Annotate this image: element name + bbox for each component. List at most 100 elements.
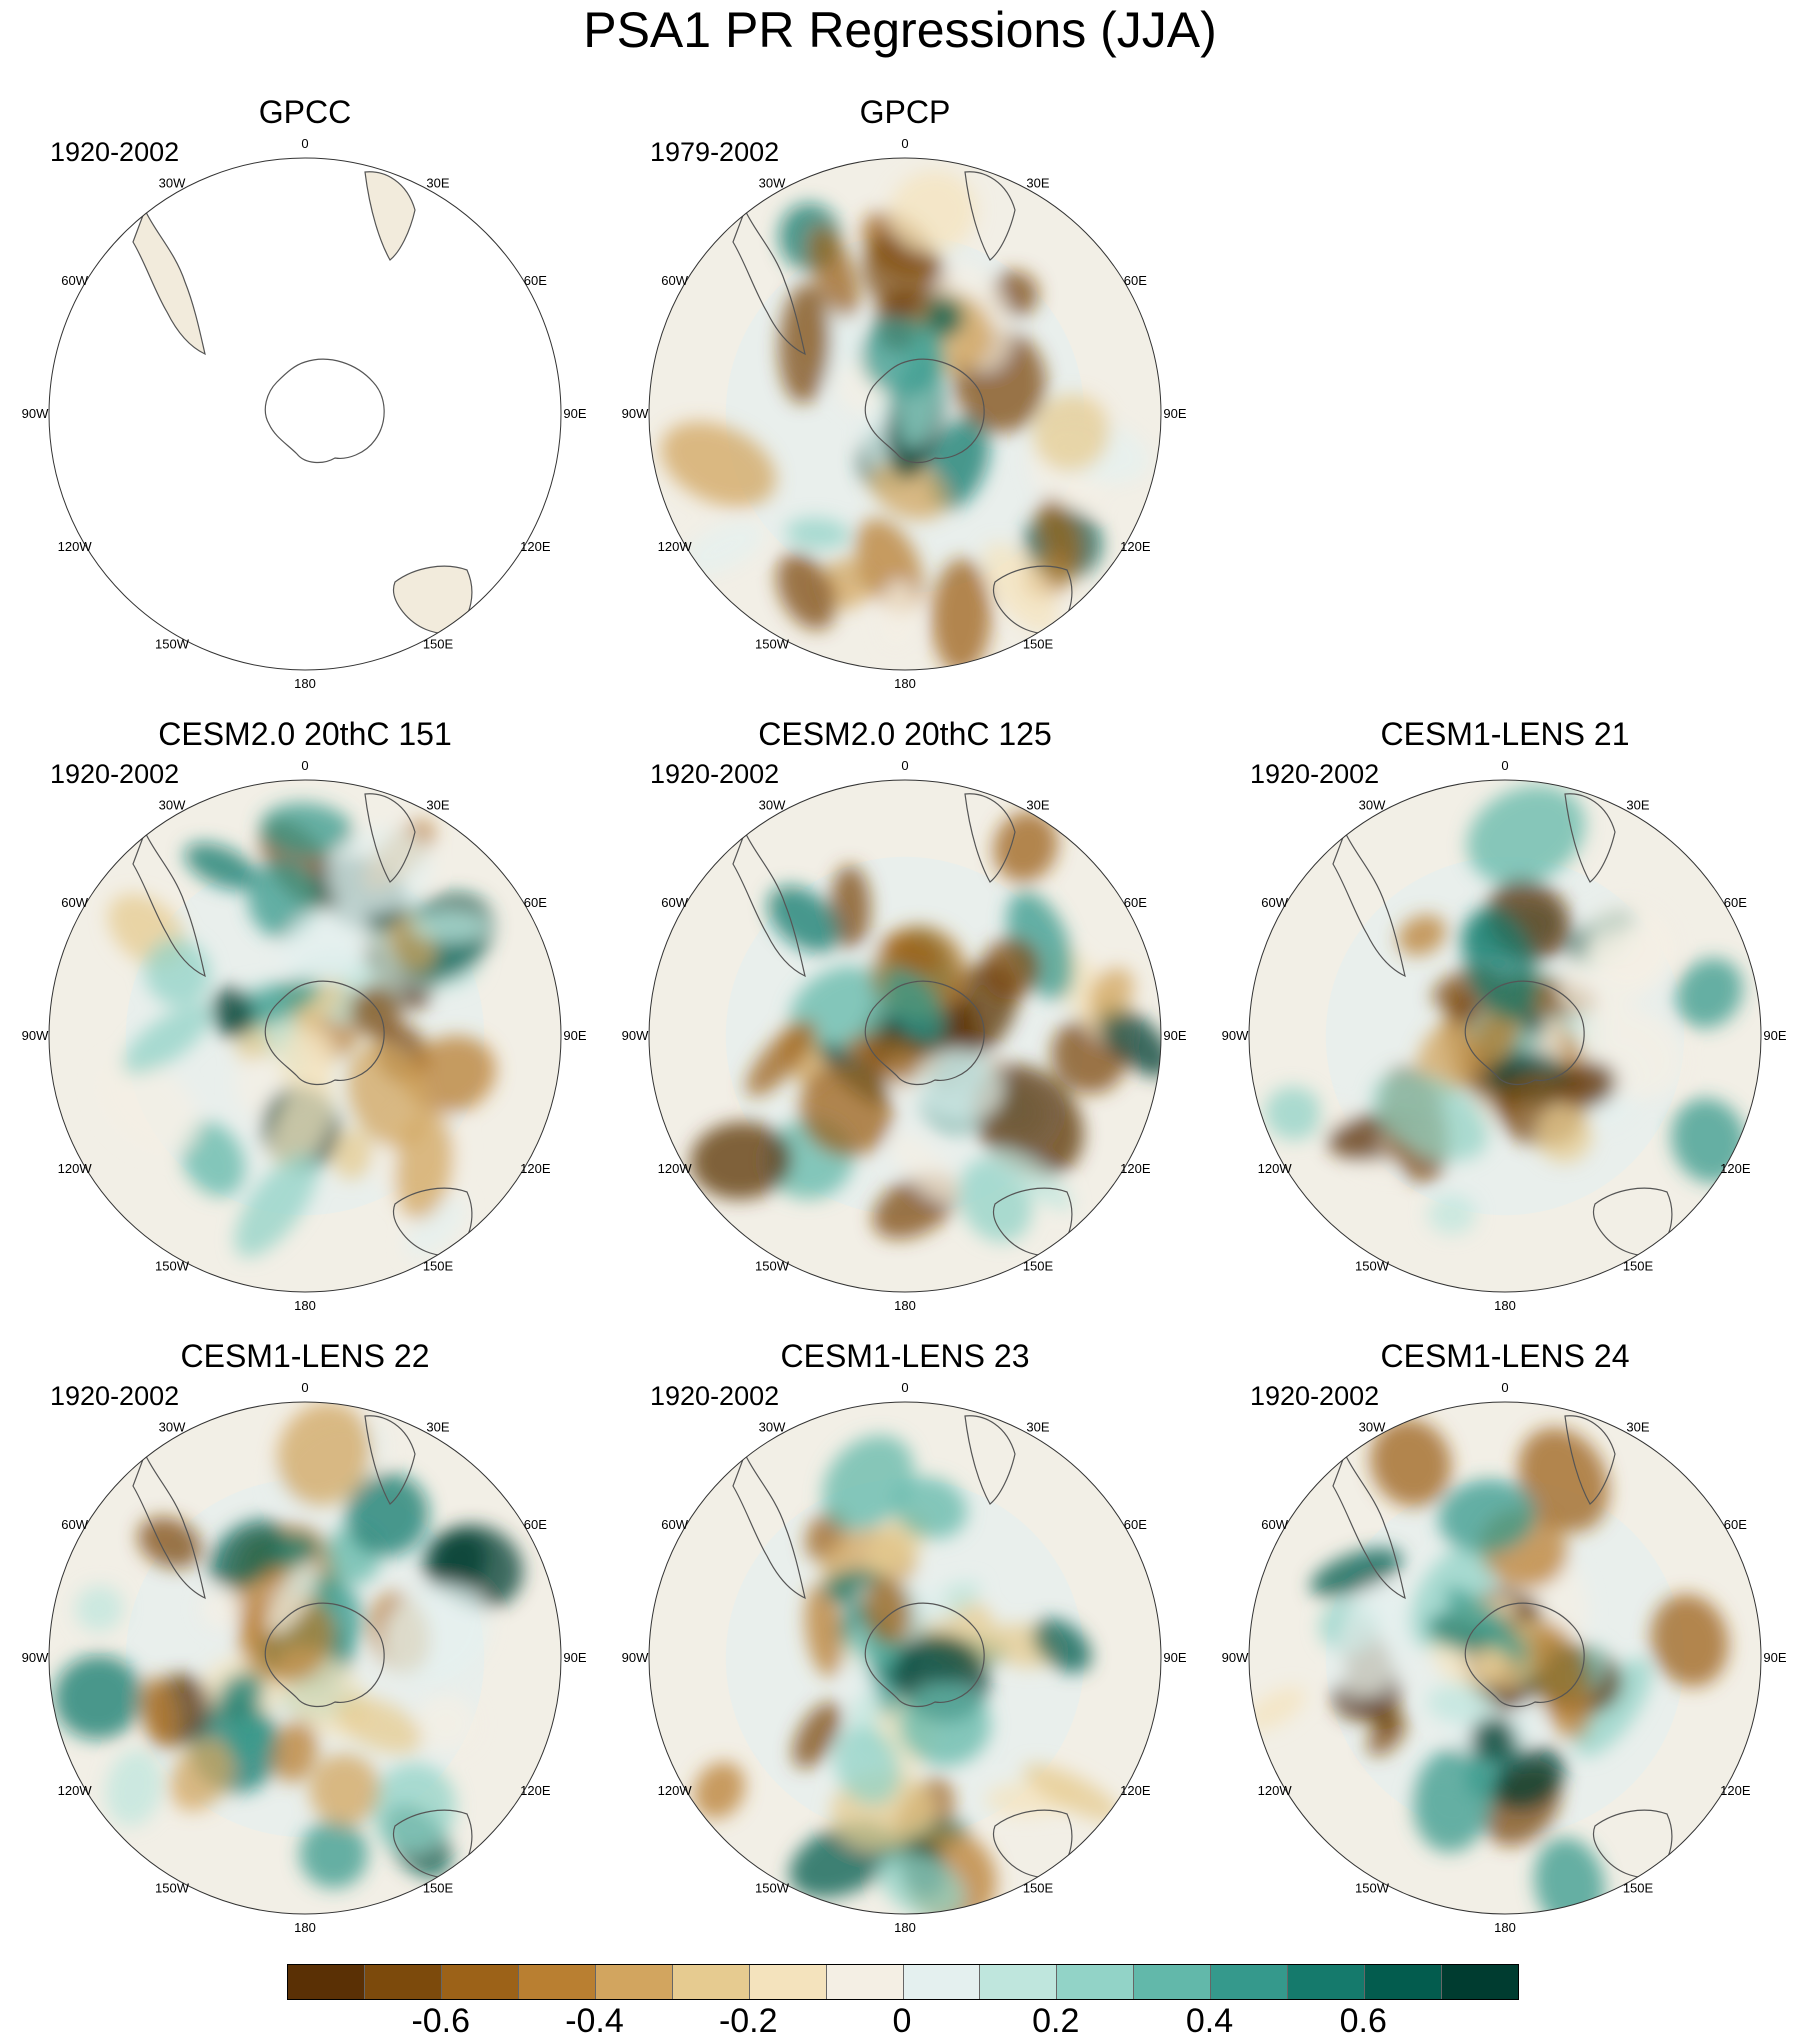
shading-blob — [981, 938, 1040, 1000]
panel-period: 1920-2002 — [1250, 1381, 1380, 1411]
longitude-label: 150W — [155, 636, 190, 651]
longitude-label: 60E — [1124, 895, 1147, 910]
coastline — [732, 1452, 806, 1600]
longitude-label: 120E — [1120, 1783, 1151, 1798]
shading-blob — [75, 1585, 124, 1632]
longitude-label: 120E — [1720, 1161, 1751, 1176]
panel-period: 1920-2002 — [650, 1381, 780, 1411]
coastline — [1564, 793, 1616, 883]
shading-blob — [234, 1153, 318, 1258]
panel-title: CESM1-LENS 22 — [180, 1338, 430, 1374]
shading-blob — [1310, 1548, 1403, 1598]
longitude-label: 0 — [1501, 1380, 1508, 1395]
longitude-label: 0 — [301, 1380, 308, 1395]
longitude-label: 30W — [1359, 1420, 1386, 1435]
shading-blob — [785, 517, 851, 549]
shading-blob — [1023, 1763, 1121, 1822]
shading-blob — [370, 1763, 456, 1853]
shading-blob — [382, 1582, 489, 1683]
coastline — [132, 830, 206, 978]
shading-blob — [690, 1121, 792, 1200]
longitude-label: 60E — [524, 1517, 547, 1532]
panel-period: 1920-2002 — [50, 1381, 180, 1411]
shading-blob — [1427, 1194, 1477, 1235]
longitude-label: 30E — [1026, 176, 1049, 191]
panel-lens-21: 0 30E 60E 90E 120E 150E 180 150W 120W 90W 60W 30W C… — [1205, 714, 1800, 1334]
panel-title: CESM2.0 20thC 125 — [758, 716, 1052, 752]
shading-blob — [1558, 925, 1673, 1016]
shading-blob — [1532, 1622, 1592, 1740]
longitude-label: 30E — [426, 176, 449, 191]
panel-title: CESM1-LENS 21 — [1380, 716, 1630, 752]
shading-blob — [170, 1740, 233, 1811]
longitude-label: 30E — [1626, 798, 1649, 813]
colorbar-segment — [979, 1965, 1057, 1999]
shading-blob — [405, 1197, 466, 1257]
polar-map: 0 30E 60E 90E 120E 150E 180 150W 120W 90W 60W 30W — [622, 758, 1187, 1313]
coastline — [964, 1415, 1016, 1505]
colorbar-segment — [825, 1965, 903, 1999]
panel-title: CESM1-LENS 24 — [1380, 1338, 1630, 1374]
shading-blob — [993, 811, 1059, 882]
longitude-label: 0 — [901, 136, 908, 151]
longitude-label: 150E — [1023, 1258, 1054, 1273]
shading-blob — [184, 842, 259, 890]
shading-blob — [799, 1064, 893, 1157]
longitude-label: 150W — [755, 636, 790, 651]
panel-title: CESM2.0 20thC 151 — [158, 716, 452, 752]
land-shading — [133, 210, 205, 354]
shading-blob — [890, 1132, 959, 1203]
shading-blob — [870, 461, 947, 520]
panel-gpcc: 0 30E 60E 90E 120E 150E 180 150W 120W 90W 60W 30W G… — [5, 92, 605, 712]
shading-blob — [335, 1697, 423, 1754]
coastline — [864, 1602, 985, 1708]
shading-blob — [260, 802, 354, 857]
shading-blob — [879, 580, 917, 648]
longitude-label: 30W — [759, 176, 786, 191]
shading-blob — [211, 986, 254, 1039]
polar-map: 0 30E 60E 90E 120E 150E 180 150W 120W 90W 60W 30W — [1222, 1380, 1787, 1935]
longitude-label: 90W — [1222, 1028, 1249, 1043]
colorbar-segment — [1287, 1965, 1365, 1999]
shading-blob — [660, 421, 777, 508]
longitude-label: 120W — [658, 1161, 693, 1176]
shading-blob — [209, 1519, 286, 1589]
colorbar-ticks: -0.6 -0.4 -0.2 0 0.2 0.4 0.6 — [287, 2002, 1517, 2042]
longitude-label: 60E — [524, 895, 547, 910]
shading-blob — [833, 1726, 901, 1805]
longitude-label: 90E — [1163, 1028, 1186, 1043]
shading-blob — [180, 1121, 246, 1197]
colorbar-tick-label: -0.6 — [411, 2002, 471, 2040]
colorbar-segment — [1441, 1965, 1518, 1999]
longitude-label: 120E — [1120, 539, 1151, 554]
panel-cesm2-151: 0 30E 60E 90E 120E 150E 180 150W 120W 90W 60W 30W C… — [5, 714, 605, 1334]
shading-blob — [141, 1676, 176, 1750]
longitude-label: 120E — [520, 1783, 551, 1798]
shading-blob — [409, 910, 490, 943]
shading-blob — [299, 1819, 368, 1889]
shading-blob — [105, 1749, 163, 1826]
coastline — [864, 358, 985, 464]
longitude-label: 180 — [894, 1298, 916, 1313]
longitude-label: 60E — [1124, 273, 1147, 288]
longitude-label: 90W — [22, 1028, 49, 1043]
shading-blob — [792, 1702, 842, 1769]
longitude-label: 90E — [563, 406, 586, 421]
longitude-label: 60E — [1724, 1517, 1747, 1532]
longitude-label: 150E — [1023, 1880, 1054, 1895]
longitude-label: 60W — [1261, 1517, 1288, 1532]
colorbar-segment — [440, 1965, 518, 1999]
shading-blob — [1675, 958, 1743, 1029]
longitude-label: 30E — [426, 1420, 449, 1435]
shading-blob — [272, 1720, 318, 1783]
shading-blob — [345, 1472, 429, 1557]
longitude-label: 30W — [759, 1420, 786, 1435]
colorbar-tick-label: 0.2 — [1032, 2002, 1080, 2040]
colorbar-segment — [748, 1965, 826, 1999]
panel-cesm2-125: 0 30E 60E 90E 120E 150E 180 150W 120W 90W 60W 30W C… — [605, 714, 1205, 1334]
panel-title: GPCP — [859, 94, 951, 130]
shading-blob — [326, 827, 432, 916]
longitude-label: 150E — [1623, 1258, 1654, 1273]
longitude-label: 60W — [1261, 895, 1288, 910]
longitude-label: 90W — [1222, 1650, 1249, 1665]
